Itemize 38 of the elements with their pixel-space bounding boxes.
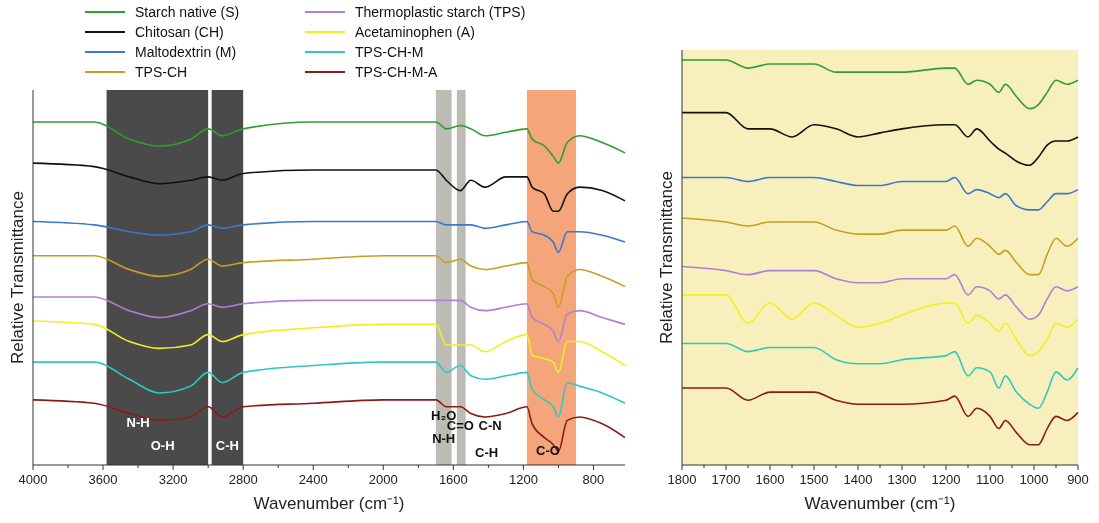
annotation: C-N — [478, 418, 502, 433]
y-axis-title: Relative Transmittance — [8, 191, 27, 364]
legend-label: Starch native (S) — [135, 4, 240, 20]
x-tick-label: 2800 — [228, 472, 258, 487]
x-tick-label: 1500 — [799, 472, 829, 487]
annotation: N-H — [432, 431, 456, 446]
x-tick-label: 1000 — [1019, 472, 1049, 487]
x-tick-label: 1200 — [508, 472, 538, 487]
x-tick-label: 2000 — [368, 472, 398, 487]
x-tick-label: 2400 — [298, 472, 328, 487]
annotation: C-H — [475, 445, 499, 460]
legend-label: TPS-CH-M — [355, 44, 424, 60]
annotation: C-O — [536, 443, 560, 458]
x-tick-label: 3200 — [158, 472, 188, 487]
x-tick-label: 3600 — [88, 472, 118, 487]
y-axis-title: Relative Transmittance — [657, 171, 676, 344]
x-tick-label: 1300 — [887, 472, 917, 487]
x-tick-label: 900 — [1067, 472, 1089, 487]
x-tick-label: 1700 — [711, 472, 741, 487]
x-tick-label: 1200 — [931, 472, 961, 487]
x-axis-title: Wavenumber (cm⁻¹) — [253, 494, 405, 513]
legend-label: Maltodextrin (M) — [135, 44, 237, 60]
annotation: O-H — [150, 438, 175, 453]
x-tick-label: 800 — [582, 472, 605, 487]
legend-label: TPS-CH — [135, 64, 188, 80]
x-tick-label: 1100 — [976, 472, 1004, 487]
x-tick-label: 1400 — [843, 472, 873, 487]
legend-label: Acetaminophen (A) — [355, 24, 475, 40]
x-tick-label: 4000 — [18, 472, 48, 487]
annotation: C-H — [215, 438, 239, 453]
annotation: N-H — [126, 415, 150, 430]
legend-label: Chitosan (CH) — [135, 24, 224, 40]
legend-label: Thermoplastic starch (TPS) — [355, 4, 526, 20]
x-tick-label: 1600 — [438, 472, 468, 487]
x-tick-label: 1800 — [667, 472, 697, 487]
x-tick-label: 1600 — [755, 472, 785, 487]
x-axis-title: Wavenumber (cm⁻¹) — [804, 494, 956, 513]
legend-label: TPS-CH-M-A — [355, 64, 439, 80]
